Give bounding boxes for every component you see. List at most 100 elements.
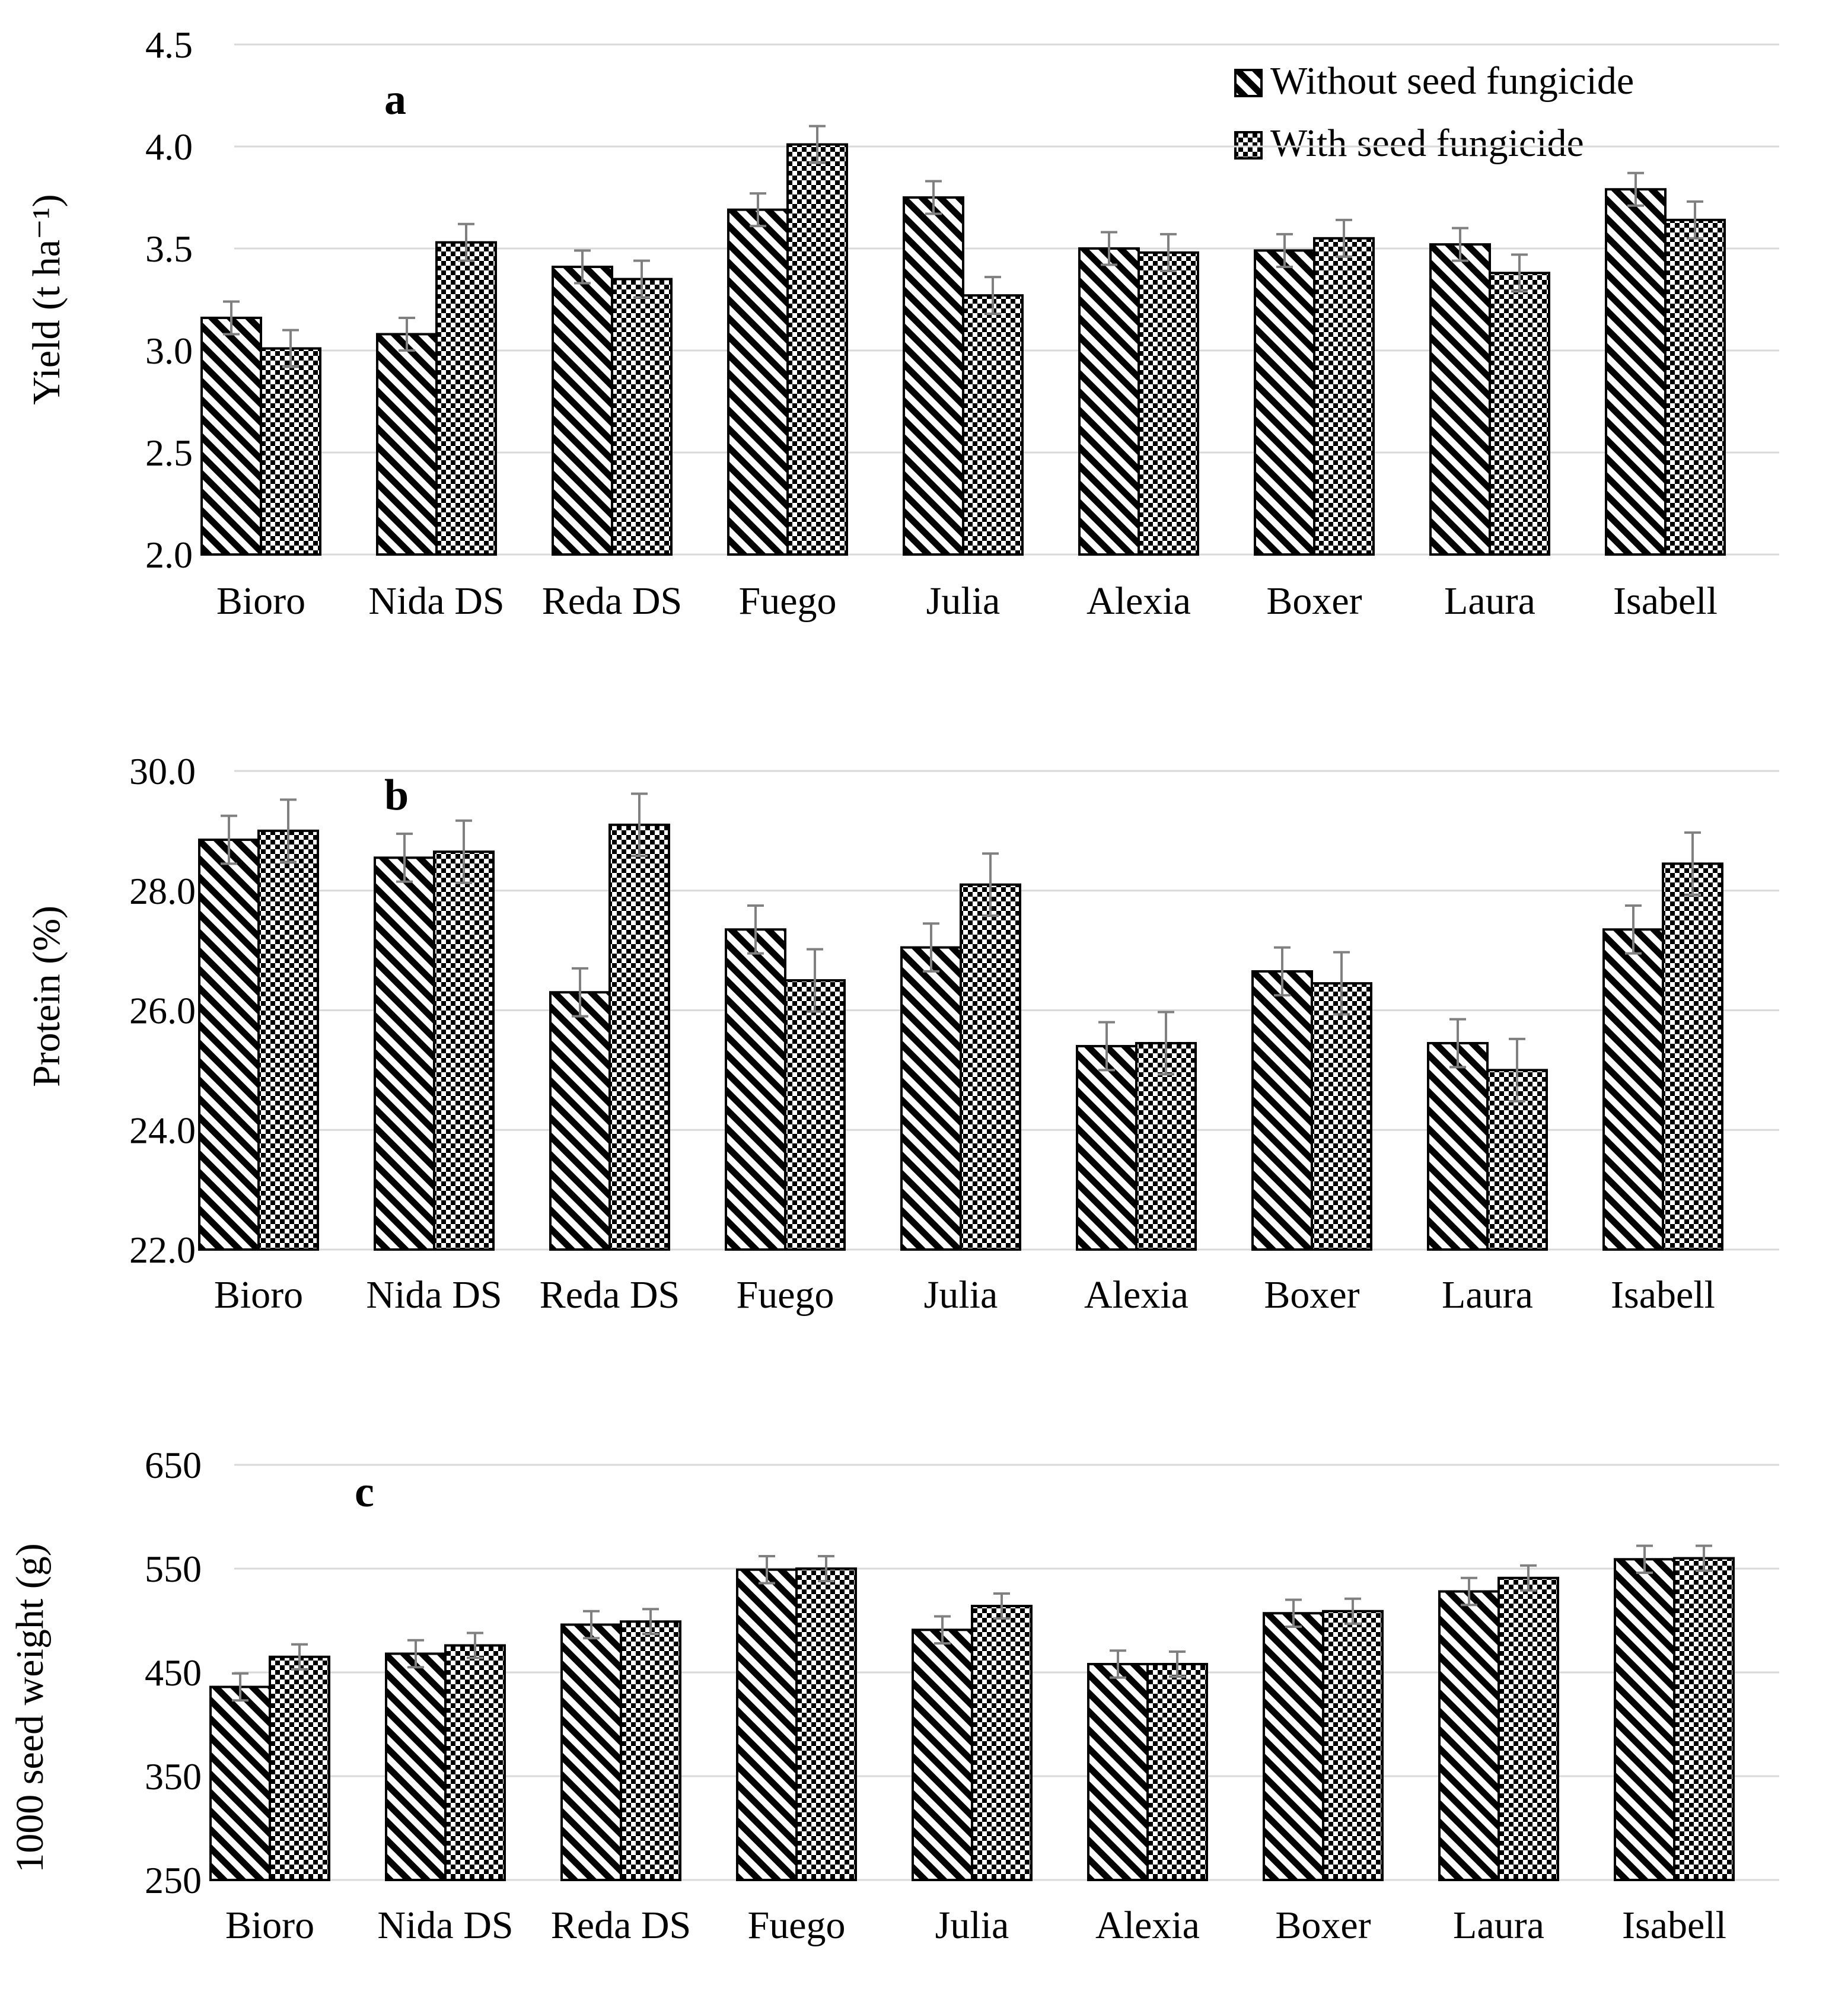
error-bar	[934, 1615, 951, 1645]
bar-without-fungicide	[1076, 1045, 1138, 1251]
bar-with-fungicide	[1489, 272, 1550, 556]
x-tick-label: Boxer	[1264, 1273, 1359, 1317]
bar-with-fungicide	[1146, 1663, 1208, 1881]
bar-without-fungicide	[903, 196, 964, 556]
chart-panel-c: 250 350 450 550 650 Bioro Nida DS Reda DS Fuego…	[8, 1444, 1779, 1947]
x-tick-label: Nida DS	[366, 1273, 502, 1317]
bar-without-fungicide	[376, 333, 438, 556]
legend-swatch-hatch	[1234, 69, 1263, 97]
y-tick-label: 26.0	[129, 990, 196, 1032]
bar-without-fungicide	[736, 1568, 798, 1881]
panel-a-error-bars	[223, 125, 1703, 368]
bar-with-fungicide	[620, 1620, 681, 1881]
x-tick-label: Alexia	[1087, 579, 1191, 623]
bar-without-fungicide	[1429, 243, 1491, 556]
error-bar	[818, 1555, 834, 1582]
error-bar	[1276, 232, 1293, 268]
error-bar	[1333, 951, 1350, 1016]
error-bar	[984, 276, 1001, 316]
error-bar	[759, 1555, 775, 1585]
bar-with-fungicide	[1486, 1069, 1548, 1251]
error-bar	[1684, 831, 1701, 896]
panel-a-label: a	[384, 75, 406, 124]
bar-without-fungicide	[200, 316, 262, 556]
bar-with-fungicide	[1662, 862, 1723, 1251]
x-tick-label: Isabell	[1613, 579, 1718, 623]
error-bar	[455, 819, 472, 884]
error-bar	[1285, 1598, 1302, 1628]
y-tick-label: 3.5	[145, 228, 193, 270]
bar-with-fungicide	[1138, 251, 1199, 556]
legend-item-with-fungicide: With seed fungicide	[1234, 122, 1584, 165]
x-tick-label: Julia	[935, 1904, 1009, 1947]
panel-c-bars	[209, 1557, 1735, 1881]
bar-with-fungicide	[795, 1567, 857, 1881]
y-tick-label: 30.0	[129, 750, 196, 792]
y-tick-label: 28.0	[129, 870, 196, 912]
error-bar	[399, 316, 415, 352]
panel-c-x-ticks: Bioro Nida DS Reda DS Fuego Julia Alexia Boxer…	[225, 1904, 1726, 1947]
error-bar	[1110, 1649, 1126, 1679]
bar-with-fungicide	[1322, 1610, 1384, 1881]
y-tick-label: 3.0	[145, 330, 193, 372]
bar-with-fungicide	[1135, 1041, 1197, 1251]
legend-item-without-fungicide: Without seed fungicide	[1234, 59, 1634, 103]
x-tick-label: Julia	[924, 1273, 998, 1317]
bar-without-fungicide	[912, 1629, 973, 1881]
bar-without-fungicide	[549, 991, 611, 1251]
error-bar	[1625, 904, 1642, 955]
panel-c-y-ticks: 250 350 450 550 650	[145, 1444, 202, 1901]
x-tick-label: Fuego	[737, 1273, 834, 1317]
bar-without-fungicide	[560, 1623, 622, 1881]
bar-without-fungicide	[1251, 970, 1313, 1251]
chart-panel-b: 22.0 24.0 26.0 28.0 30.0 Bioro Nida DS Reda DS…	[25, 750, 1779, 1317]
y-tick-label: 24.0	[129, 1109, 196, 1151]
error-bar	[1687, 200, 1703, 240]
x-tick-label: Reda DS	[540, 1273, 680, 1317]
y-tick-label: 550	[145, 1548, 202, 1590]
panel-a-y-ticks: 2.0 2.5 3.0 3.5 4.0 4.5	[145, 24, 193, 576]
x-tick-label: Laura	[1453, 1904, 1544, 1947]
error-bar	[807, 948, 823, 1013]
panel-c-y-axis-label: 1000 seed weight (g)	[8, 1543, 52, 1872]
panel-c-label: c	[355, 1468, 374, 1516]
error-bar	[396, 832, 413, 883]
error-bar	[642, 1608, 659, 1636]
x-tick-label: Alexia	[1084, 1273, 1189, 1317]
x-tick-label: Bioro	[216, 579, 305, 623]
x-tick-label: Bioro	[225, 1904, 314, 1947]
bar-without-fungicide	[209, 1685, 271, 1881]
error-bar	[750, 192, 766, 228]
panel-b-y-ticks: 22.0 24.0 26.0 28.0 30.0	[129, 750, 196, 1271]
x-tick-label: Nida DS	[368, 579, 504, 623]
error-bar	[574, 249, 591, 285]
error-bar	[633, 259, 650, 299]
x-tick-label: Fuego	[739, 579, 837, 623]
x-tick-label: Reda DS	[542, 579, 682, 623]
panel-a-x-ticks: Bioro Nida DS Reda DS Fuego Julia Alexia Boxer…	[216, 579, 1718, 623]
bar-without-fungicide	[900, 946, 962, 1251]
error-bar	[221, 814, 237, 865]
error-bar	[1336, 218, 1352, 258]
panel-b-y-axis-label: Protein (%)	[25, 906, 68, 1087]
error-bar	[809, 125, 826, 164]
error-bar	[407, 1639, 424, 1669]
x-tick-label: Alexia	[1095, 1904, 1200, 1947]
bar-without-fungicide	[1087, 1663, 1149, 1881]
error-bar	[1274, 946, 1291, 997]
bar-without-fungicide	[1605, 188, 1667, 556]
error-bar	[583, 1610, 600, 1640]
error-bar	[747, 904, 764, 955]
bar-without-fungicide	[725, 928, 786, 1251]
bar-with-fungicide	[260, 347, 321, 556]
y-tick-label: 2.0	[145, 534, 193, 576]
x-tick-label: Boxer	[1266, 579, 1362, 623]
error-bar	[232, 1672, 248, 1702]
error-bar	[1520, 1564, 1537, 1592]
x-tick-label: Reda DS	[551, 1904, 691, 1947]
error-bar	[1696, 1544, 1712, 1572]
x-tick-label: Laura	[1444, 579, 1535, 623]
bar-with-fungicide	[962, 294, 1024, 556]
x-tick-label: Nida DS	[377, 1904, 513, 1947]
